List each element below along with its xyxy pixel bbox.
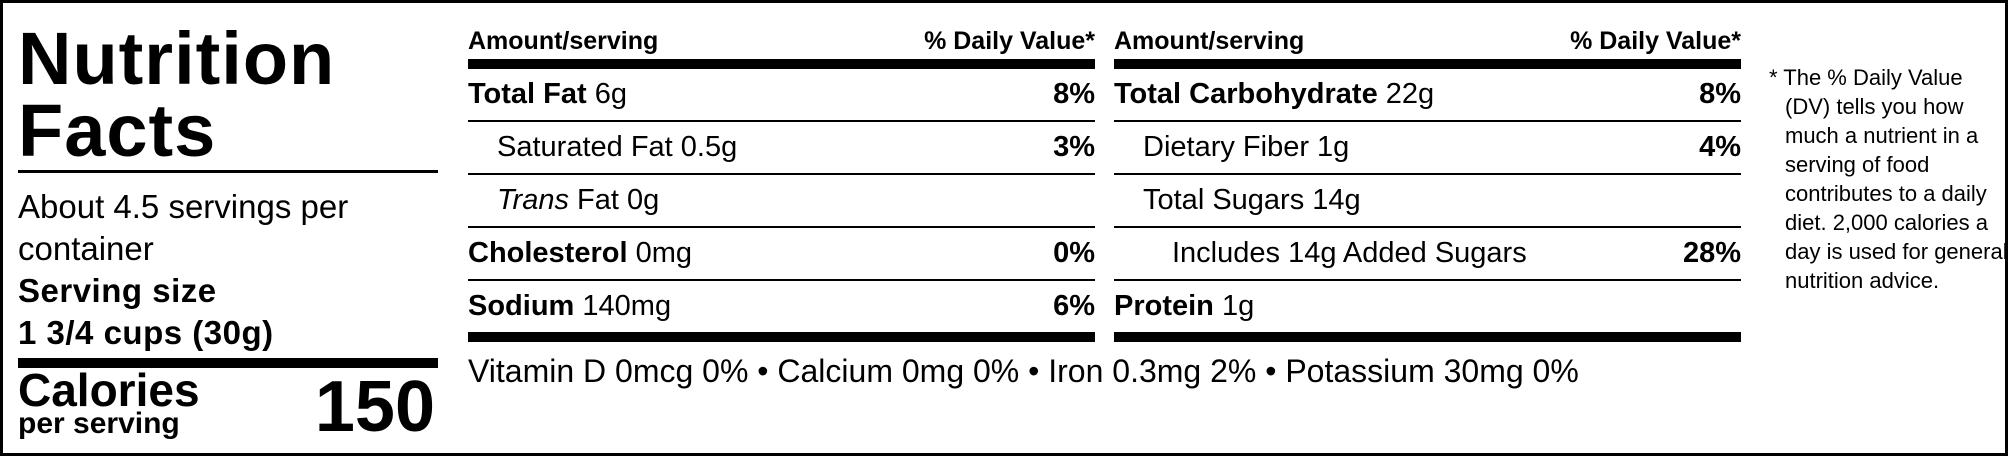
title: Nutrition Facts — [18, 17, 336, 172]
thick-rule — [1114, 59, 1741, 69]
nutrient-amount: 0mg — [635, 237, 693, 269]
nutrient-name: Total Carbohydrate — [1114, 78, 1378, 110]
nutrient-name: Includes 14g Added Sugars — [1172, 237, 1527, 269]
vitamin: Vitamin D 0mcg 0% — [468, 353, 749, 389]
header-amount: Amount/serving — [468, 26, 659, 55]
nutrient-row: Protein 1g — [1114, 281, 1741, 332]
nutrient-name: Total Sugars 14g — [1143, 184, 1361, 216]
nutrient-name: Sodium — [468, 290, 575, 322]
nutrient-amount: 6g — [594, 78, 628, 110]
vitamin: Iron 0.3mg 2% — [1048, 353, 1257, 389]
vitamin: Potassium 30mg 0% — [1285, 353, 1579, 389]
thick-rule — [18, 358, 438, 368]
column-header: Amount/serving % Daily Value* — [468, 23, 1095, 59]
nutrient-name: Cholesterol — [468, 237, 628, 269]
footnote: * The % Daily Value (DV) tells you how m… — [1769, 65, 2008, 293]
serving-size-label: Serving size — [18, 272, 217, 309]
rule — [18, 170, 438, 173]
thick-rule — [1114, 332, 1741, 342]
daily-value: 8% — [1053, 78, 1095, 110]
vitamins: Vitamin D 0mcg 0% • Calcium 0mg 0% • Iro… — [468, 353, 1579, 389]
calories-sublabel: per serving — [18, 407, 180, 440]
calories-label: Calories — [18, 364, 200, 416]
calories-value: 150 — [314, 367, 435, 447]
nutrient-row: Total Sugars 14g — [1114, 175, 1741, 228]
nutrient-row: Includes 14g Added Sugars 28% — [1114, 228, 1741, 281]
vitamin: Calcium 0mg 0% — [777, 353, 1020, 389]
serving-size-value: 1 3/4 cups (30g) — [18, 314, 274, 351]
nutrient-amount: 140mg — [582, 290, 672, 322]
nutrient-column: Amount/serving % Daily Value* Total Carbo… — [1114, 23, 1741, 342]
nutrient-row: Cholesterol 0mg 0% — [468, 228, 1095, 281]
header-dv: % Daily Value* — [924, 26, 1095, 55]
servings: About 4.5 servings per container — [18, 188, 349, 267]
daily-value: 0% — [1053, 237, 1095, 269]
nutrient-column: Amount/serving % Daily Value* Total Fat 6… — [468, 23, 1095, 342]
thick-rule — [468, 332, 1095, 342]
nutrient-row: Total Carbohydrate 22g 8% — [1114, 69, 1741, 122]
nutrient-name: Total Fat — [468, 78, 587, 110]
nutrient-name: Saturated Fat 0.5g — [497, 131, 738, 163]
daily-value: 28% — [1682, 237, 1741, 269]
nutrient-amount: 22g — [1385, 78, 1435, 110]
serving-size: Serving size 1 3/4 cups (30g) — [18, 270, 438, 354]
nutrient-row: Trans Fat 0g — [468, 175, 1095, 228]
nutrient-row: Dietary Fiber 1g 4% — [1114, 122, 1741, 175]
nutrient-amount: 1g — [1221, 290, 1255, 322]
nutrient-row: Sodium 140mg 6% — [468, 281, 1095, 332]
daily-value: 3% — [1053, 131, 1095, 163]
nutrient-name: Fat 0g — [577, 184, 660, 216]
nutrient-name: Dietary Fiber 1g — [1143, 131, 1350, 163]
nutrient-name-italic: Trans — [497, 184, 569, 216]
thick-rule — [468, 59, 1095, 69]
nutrient-row: Total Fat 6g 8% — [468, 69, 1095, 122]
nutrient-row: Saturated Fat 0.5g 3% — [468, 122, 1095, 175]
nutrient-name: Protein — [1114, 290, 1214, 322]
daily-value: 4% — [1699, 131, 1741, 163]
daily-value: 6% — [1053, 290, 1095, 322]
daily-value: 8% — [1699, 78, 1741, 110]
header-amount: Amount/serving — [1114, 26, 1305, 55]
column-header: Amount/serving % Daily Value* — [1114, 23, 1741, 59]
header-dv: % Daily Value* — [1570, 26, 1741, 55]
